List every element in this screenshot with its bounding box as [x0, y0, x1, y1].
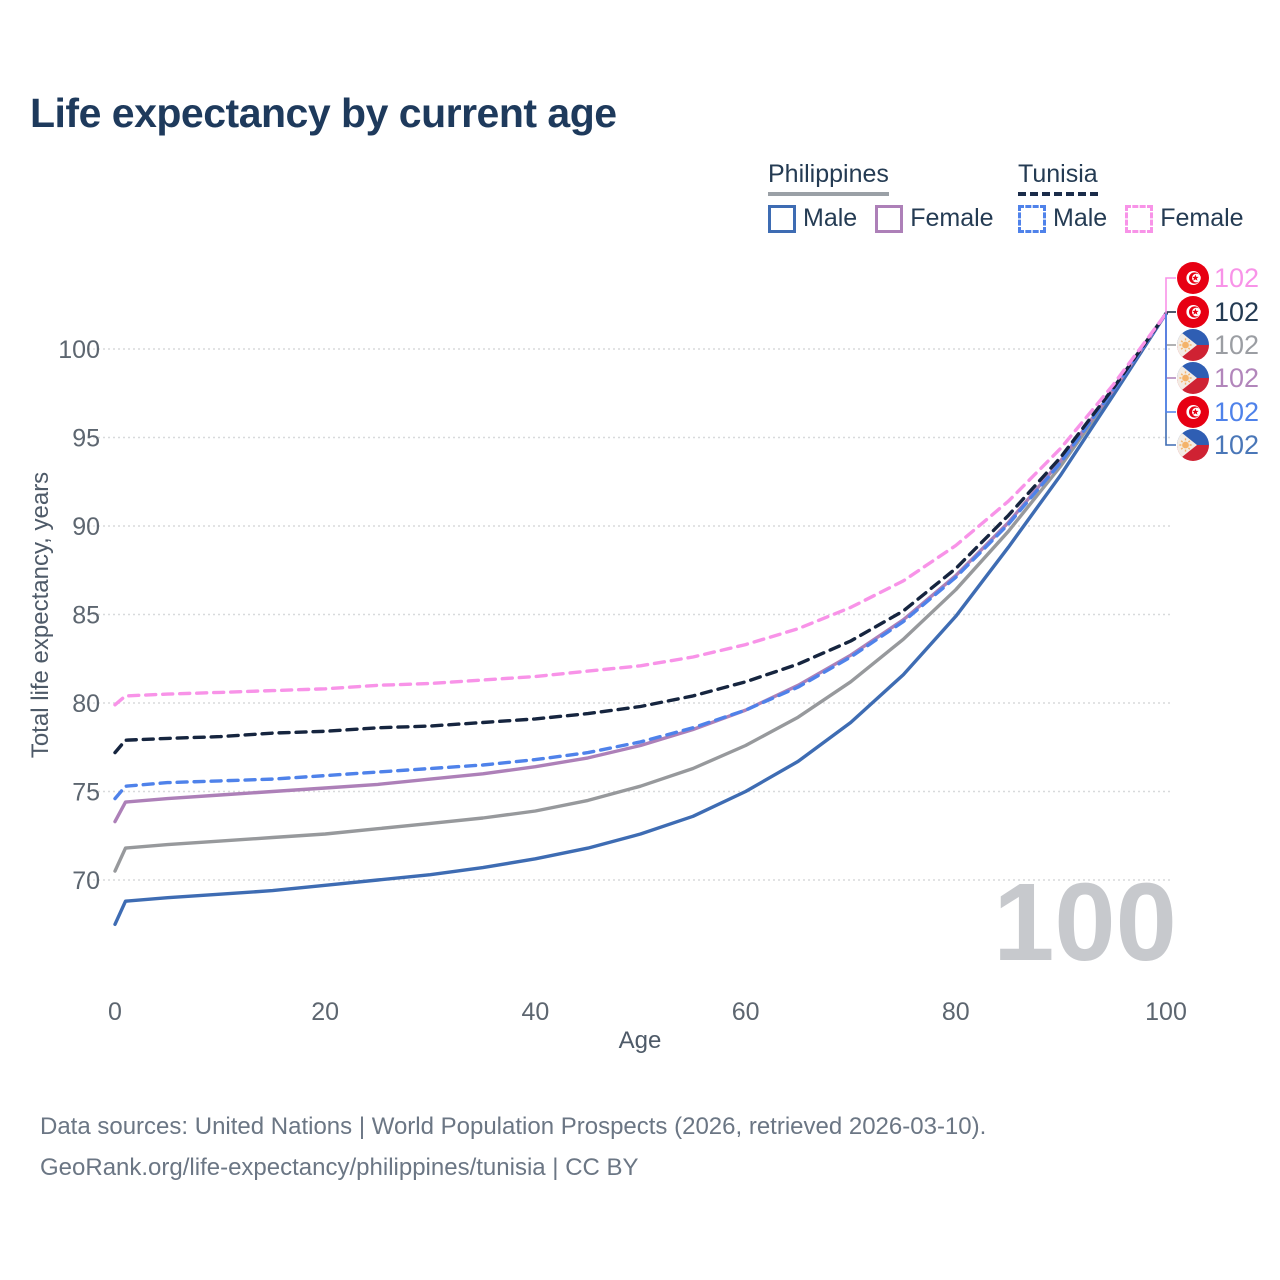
- x-tick-label: 100: [1145, 998, 1187, 1026]
- x-axis-ticks: 0 20 40 60 80 100: [108, 998, 1187, 1026]
- philippines-flag-icon: [1177, 329, 1209, 361]
- series-line-tunisia-male: [113, 311, 1168, 801]
- footer: Data sources: United Nations | World Pop…: [40, 1106, 986, 1188]
- tunisia-flag-icon: [1177, 262, 1209, 294]
- series-line-tunisia-female: [113, 311, 1168, 707]
- legend-item-tunisia-female[interactable]: Female: [1125, 204, 1244, 233]
- series-line-tunisia-both-sexes-: [113, 311, 1168, 755]
- x-tick-label: 40: [521, 998, 549, 1026]
- end-value-label-tunisia-both-sexes-: 102: [1214, 297, 1259, 327]
- end-label-connector: [1165, 313, 1176, 413]
- end-label-connector: [1165, 277, 1176, 314]
- philippines-flag-icon: [1177, 362, 1209, 394]
- tunisia-flag-icon: [1177, 296, 1209, 328]
- legend-row-philippines: Male Female: [768, 204, 994, 233]
- y-axis-ticks: 70 75 80 85 90 95 100: [58, 336, 100, 895]
- end-label-connector: [1165, 313, 1176, 446]
- philippines-female-swatch: [875, 204, 904, 233]
- x-tick-label: 60: [732, 998, 760, 1026]
- legend-item-tunisia-male[interactable]: Male: [1018, 204, 1107, 233]
- end-value-label-tunisia-male: 102: [1214, 397, 1259, 427]
- legend-item-label: Male: [803, 204, 858, 232]
- x-tick-label: 0: [108, 998, 122, 1026]
- end-label-connector: [1165, 313, 1176, 346]
- y-tick-label: 70: [72, 867, 100, 895]
- flag-icons: [1177, 262, 1209, 461]
- series-line-philippines-both-sexes-: [113, 311, 1168, 873]
- end-value-label-philippines-male: 102: [1214, 430, 1259, 460]
- philippines-male-swatch: [768, 204, 796, 233]
- legend-group-philippines: Philippines Male Female: [768, 160, 994, 233]
- legend-item-philippines-male[interactable]: Male: [768, 204, 857, 233]
- legend-item-label: Male: [1053, 204, 1108, 232]
- legend-group-tunisia: Tunisia Male Female: [1018, 160, 1244, 233]
- y-tick-label: 90: [72, 513, 100, 541]
- y-tick-label: 100: [58, 336, 100, 364]
- end-value-label-tunisia-female: 102: [1214, 263, 1259, 293]
- legend-country-label-philippines: Philippines: [768, 160, 889, 196]
- x-tick-label: 20: [311, 998, 339, 1026]
- tunisia-flag-icon: [1177, 396, 1209, 428]
- y-tick-label: 75: [72, 779, 100, 807]
- y-axis-title: Total life expectancy, years: [27, 472, 54, 758]
- legend-item-label: Female: [1160, 204, 1244, 232]
- age-counter-watermark: 100: [993, 861, 1177, 984]
- legend-item-label: Female: [910, 204, 994, 232]
- philippines-flag-icon: [1177, 429, 1209, 461]
- tunisia-male-swatch: [1018, 204, 1046, 233]
- gridlines: [88, 348, 1172, 881]
- legend-item-philippines-female[interactable]: Female: [875, 204, 994, 233]
- tunisia-female-swatch: [1125, 204, 1154, 233]
- legend-country-tunisia[interactable]: Tunisia: [1018, 160, 1244, 196]
- series-lines: [113, 311, 1168, 926]
- series-line-philippines-male: [113, 311, 1168, 926]
- y-tick-label: 95: [72, 425, 100, 453]
- footer-attribution: GeoRank.org/life-expectancy/philippines/…: [40, 1154, 639, 1181]
- legend-country-label-tunisia: Tunisia: [1018, 160, 1098, 196]
- end-value-label-philippines-female: 102: [1214, 363, 1259, 393]
- legend-country-philippines[interactable]: Philippines: [768, 160, 994, 196]
- footer-data-sources: Data sources: United Nations | World Pop…: [40, 1113, 987, 1140]
- y-tick-label: 85: [72, 602, 100, 630]
- x-tick-label: 80: [942, 998, 970, 1026]
- page-title: Life expectancy by current age: [30, 90, 617, 136]
- x-axis-title: Age: [619, 1027, 662, 1054]
- y-tick-label: 80: [72, 690, 100, 718]
- series-line-philippines-female: [113, 311, 1168, 824]
- legend-row-tunisia: Male Female: [1018, 204, 1244, 233]
- end-value-label-philippines-both-sexes-: 102: [1214, 330, 1259, 360]
- end-label-connectors: [1165, 277, 1176, 446]
